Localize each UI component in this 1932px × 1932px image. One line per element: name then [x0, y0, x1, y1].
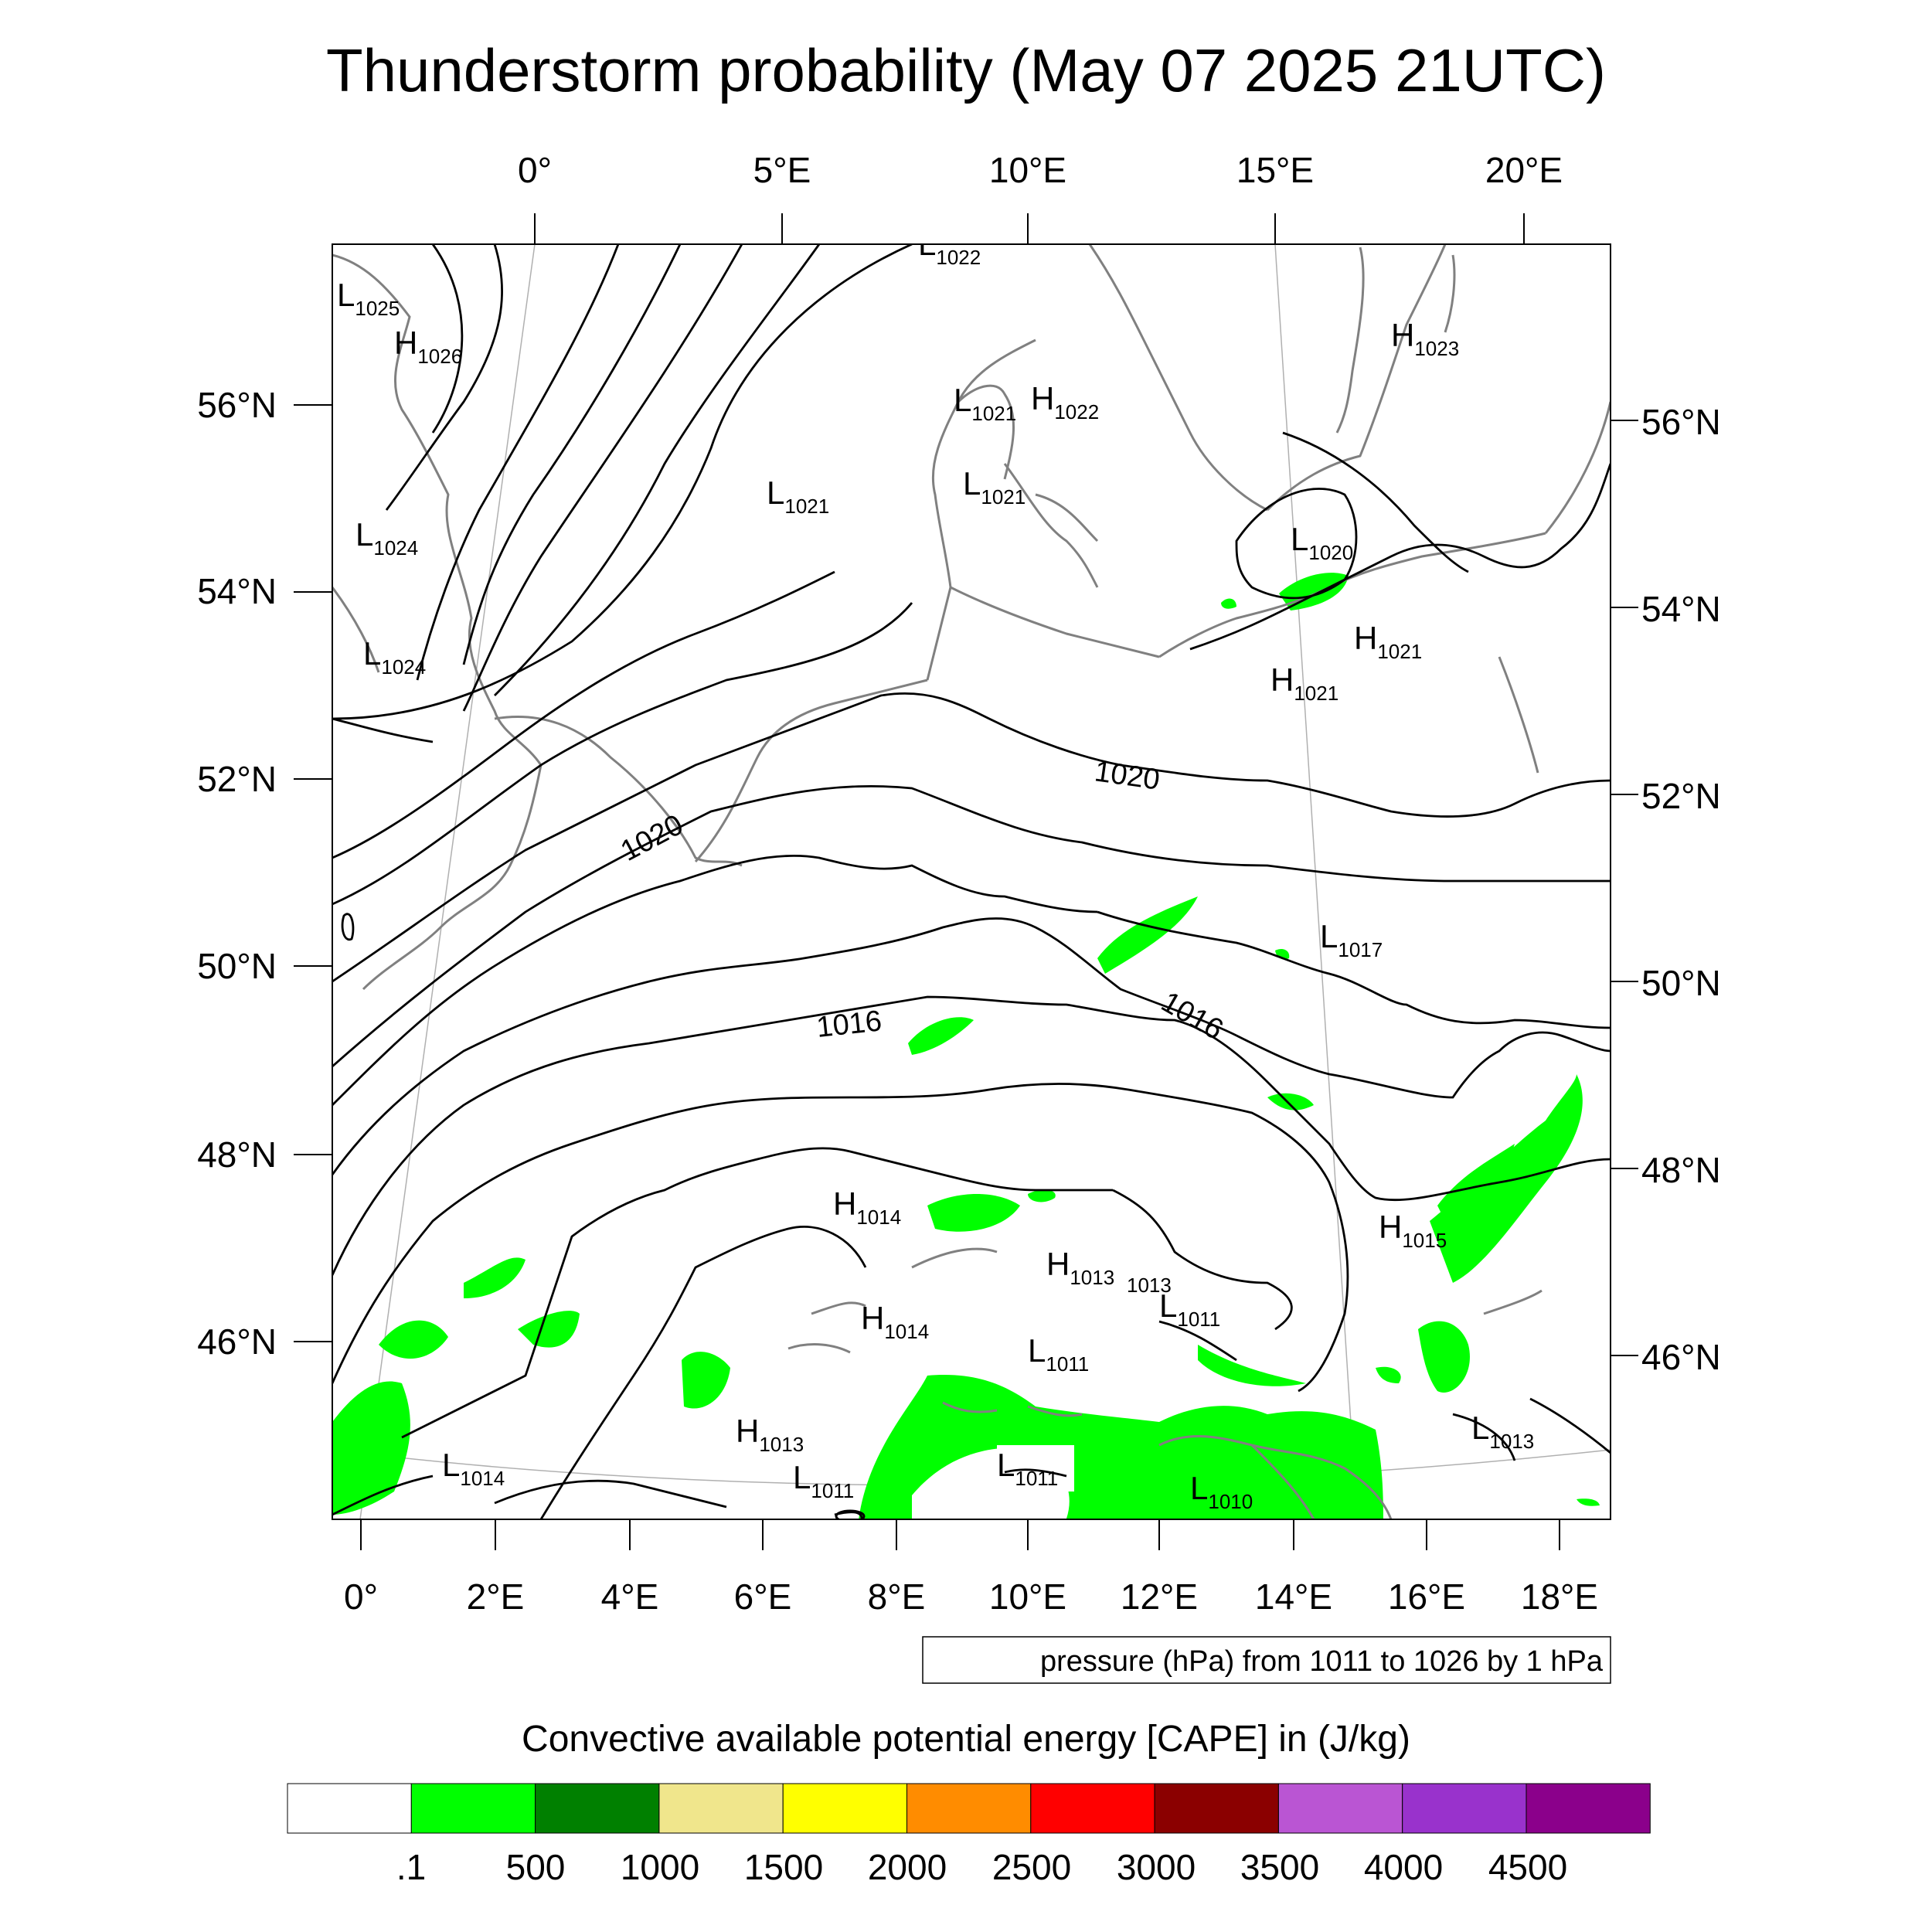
- right-lat-label: 52°N: [1641, 776, 1721, 816]
- colorbar-label: 1500: [744, 1847, 823, 1887]
- pressure-center: L1017: [1320, 918, 1383, 961]
- bottom-lon-label: 0°: [344, 1577, 378, 1617]
- colorbar-label: 4000: [1364, 1847, 1443, 1887]
- contour-label: 1016: [815, 1005, 883, 1044]
- pressure-center: H1014: [833, 1185, 901, 1229]
- left-lat-label: 54°N: [197, 571, 277, 611]
- top-lon-label: 5°E: [753, 150, 811, 190]
- colorbar-title: Convective available potential energy [C…: [522, 1719, 1410, 1760]
- bottom-lon-label: 6°E: [734, 1577, 792, 1617]
- contour-info-box: pressure (hPa) from 1011 to 1026 by 1 hP…: [922, 1636, 1611, 1684]
- colorbar: [287, 1783, 1651, 1834]
- colorbar-swatch: [1277, 1783, 1403, 1834]
- isobars: [332, 244, 1611, 1519]
- pressure-center: H1021: [1270, 662, 1338, 705]
- colorbar-swatch: [1030, 1783, 1155, 1834]
- bottom-lon-label: 4°E: [601, 1577, 659, 1617]
- colorbar-label: 1000: [621, 1847, 699, 1887]
- bottom-lon-label: 18°E: [1521, 1577, 1598, 1617]
- left-lat-label: 48°N: [197, 1134, 277, 1175]
- bottom-lon-label: 14°E: [1255, 1577, 1332, 1617]
- colorbar-swatch: [1154, 1783, 1279, 1834]
- right-lat-label: 56°N: [1641, 402, 1721, 442]
- pressure-centers: L1022 L1025 H1026 H1023 L1021 H1022 L102…: [337, 226, 1534, 1513]
- colorbar-swatch: [535, 1783, 660, 1834]
- pressure-center: L1011: [793, 1459, 854, 1502]
- pressure-center: H1026: [394, 325, 462, 368]
- bottom-lon-label: 12°E: [1121, 1577, 1198, 1617]
- pressure-center: L1022: [918, 226, 981, 269]
- colorbar-label: 3500: [1240, 1847, 1319, 1887]
- top-lon-label: 20°E: [1485, 150, 1563, 190]
- pressure-center: H1022: [1031, 380, 1099, 423]
- pressure-center: L1011: [1159, 1287, 1220, 1331]
- right-latitude-axis: 56°N 54°N 52°N 50°N 48°N 46°N: [1611, 402, 1721, 1377]
- colorbar-label: 2500: [992, 1847, 1071, 1887]
- left-lat-label: 46°N: [197, 1321, 277, 1362]
- map-frame: [332, 243, 1611, 1520]
- pressure-center: L1013: [1471, 1410, 1534, 1453]
- top-longitude-axis: 0° 5°E 10°E 15°E 20°E: [518, 150, 1563, 244]
- colorbar-swatch: [410, 1783, 536, 1834]
- top-lon-label: 0°: [518, 150, 552, 190]
- contour-info-text: pressure (hPa) from 1011 to 1026 by 1 hP…: [1040, 1645, 1604, 1678]
- pressure-center: L1020: [1291, 521, 1353, 564]
- colorbar-label: .1: [396, 1847, 426, 1887]
- isobar-cluster: [835, 1509, 866, 1519]
- colorbar-label: 4500: [1488, 1847, 1567, 1887]
- colorbar-swatch: [906, 1783, 1032, 1834]
- top-lon-label: 15°E: [1236, 150, 1314, 190]
- bottom-lon-label: 16°E: [1388, 1577, 1465, 1617]
- pressure-center: L1014: [442, 1447, 505, 1490]
- right-lat-label: 48°N: [1641, 1150, 1721, 1190]
- pressure-center: L1010: [1190, 1470, 1253, 1513]
- left-lat-label: 56°N: [197, 385, 277, 425]
- left-lat-label: 50°N: [197, 946, 277, 986]
- pressure-center: H1014: [861, 1300, 929, 1343]
- pressure-center: L1021: [767, 474, 829, 518]
- colorbar-swatch: [1526, 1783, 1651, 1834]
- colorbar-swatch: [287, 1783, 412, 1834]
- bottom-lon-label: 8°E: [868, 1577, 926, 1617]
- pressure-center: L1024: [363, 635, 426, 679]
- colorbar-label: 2000: [868, 1847, 947, 1887]
- pressure-center: H1013: [736, 1413, 804, 1456]
- pressure-center: L1024: [355, 516, 418, 560]
- colorbar-swatch: [782, 1783, 908, 1834]
- bottom-lon-label: 2°E: [467, 1577, 525, 1617]
- right-lat-label: 50°N: [1641, 963, 1721, 1003]
- pressure-center: 1013: [1127, 1274, 1172, 1297]
- pressure-center: H1015: [1379, 1209, 1447, 1252]
- pressure-center: L1025: [337, 277, 400, 320]
- top-lon-label: 10°E: [989, 150, 1066, 190]
- colorbar-swatch: [658, 1783, 784, 1834]
- colorbar-label: 500: [506, 1847, 566, 1887]
- map-panel: 1020 1020 1016 1016 L1022 L1025 H1026 H1…: [332, 226, 1611, 1519]
- pressure-center: H1023: [1391, 317, 1459, 360]
- colorbar-labels: .1 500 1000 1500 2000 2500 3000 3500 400…: [396, 1847, 1567, 1887]
- right-lat-label: 54°N: [1641, 589, 1721, 629]
- pressure-center: H1013: [1046, 1246, 1114, 1289]
- colorbar-swatch: [1402, 1783, 1527, 1834]
- colorbar-label: 3000: [1117, 1847, 1196, 1887]
- chart-title: Thunderstorm probability (May 07 2025 21…: [326, 36, 1606, 104]
- pressure-center: L1021: [963, 465, 1026, 509]
- bottom-lon-label: 10°E: [989, 1577, 1066, 1617]
- right-lat-label: 46°N: [1641, 1337, 1721, 1377]
- pressure-center: L1011: [997, 1447, 1058, 1490]
- pressure-center: H1021: [1354, 620, 1422, 663]
- pressure-center: L1011: [1028, 1332, 1089, 1376]
- pressure-center: L1021: [954, 382, 1016, 425]
- left-latitude-axis: 56°N 54°N 52°N 50°N 48°N 46°N: [197, 385, 332, 1362]
- left-lat-label: 52°N: [197, 759, 277, 799]
- bottom-longitude-axis: 0° 2°E 4°E 6°E 8°E 10°E 12°E 14°E 16°E 1…: [344, 1519, 1598, 1617]
